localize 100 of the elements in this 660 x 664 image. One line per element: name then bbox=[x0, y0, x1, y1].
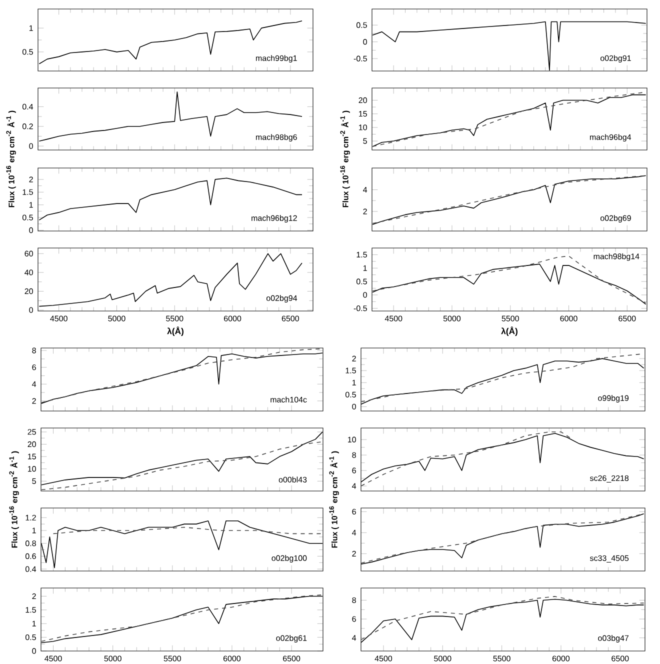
y-tick-label: 0.5 bbox=[356, 22, 367, 28]
y-tick-label: 10 bbox=[348, 436, 356, 442]
y-tick-label: 0 bbox=[29, 307, 33, 313]
y-tick-label: 4 bbox=[352, 635, 356, 641]
y-tick-label: 2 bbox=[352, 356, 356, 362]
y-tick-label: 4 bbox=[352, 530, 356, 536]
y-tick-label: 1 bbox=[352, 380, 356, 386]
y-tick-label: -0.5 bbox=[354, 56, 367, 62]
y-tick-label: 5 bbox=[32, 478, 36, 484]
y-tick-label: 25 bbox=[28, 429, 36, 435]
y-tick-label: 0.5 bbox=[22, 49, 33, 55]
x-tick-label: 5500 bbox=[164, 656, 181, 662]
annotation: o02bg91 bbox=[600, 55, 631, 63]
y-tick-label: 0 bbox=[32, 648, 36, 654]
y-axis-title: Flux ( 10$^{-16}$ erg cm$^{-2}$ Å$^{-1}$ ) bbox=[9, 451, 19, 548]
y-tick-label: 2 bbox=[29, 176, 33, 182]
y-tick-label: 8 bbox=[352, 597, 356, 604]
x-tick-label: 6000 bbox=[552, 656, 570, 662]
x-tick-label: 6500 bbox=[282, 316, 300, 322]
annotation: o03bg47 bbox=[598, 635, 629, 642]
y-tick-label: 0 bbox=[29, 143, 33, 149]
y-tick-label: 0.6 bbox=[25, 553, 36, 560]
annotation: o02bg100 bbox=[272, 555, 307, 562]
x-tick-label: 5500 bbox=[502, 316, 519, 322]
y-tick-label: 0 bbox=[352, 404, 356, 410]
annotation: mach98bg14 bbox=[594, 253, 640, 261]
y-tick-label: 4 bbox=[363, 186, 368, 192]
y-tick-label: 5 bbox=[363, 138, 367, 144]
y-tick-label: 15 bbox=[358, 111, 367, 117]
y-tick-label: 1.5 bbox=[346, 368, 356, 374]
x-tick-label: 6000 bbox=[560, 316, 578, 322]
annotation: o00bl43 bbox=[278, 476, 307, 483]
y-tick-label: 8 bbox=[352, 452, 356, 458]
y-tick-label: 60 bbox=[24, 250, 33, 256]
y-tick-label: 1.5 bbox=[26, 607, 36, 613]
y-tick-label: 20 bbox=[358, 97, 367, 104]
y-tick-label: 2 bbox=[363, 208, 367, 214]
y-tick-label: 15 bbox=[28, 454, 36, 460]
y-tick-label: 6 bbox=[352, 616, 356, 622]
annotation: o02bg69 bbox=[600, 215, 631, 222]
y-tick-label: 1 bbox=[29, 202, 33, 208]
y-axis-title: Flux ( 10$^{-16}$ erg cm$^{-2}$ Å$^{-1}$ ) bbox=[329, 451, 339, 548]
y-tick-label: 6 bbox=[352, 468, 356, 474]
y-tick-label: 0 bbox=[363, 292, 367, 298]
x-tick-label: 4500 bbox=[44, 656, 62, 662]
annotation: mach98bg6 bbox=[256, 134, 297, 142]
y-tick-label: 1 bbox=[363, 265, 367, 271]
y-axis-title: Flux ( 10$^{-16}$ erg cm$^{-2}$ Å$^{-1}$ ) bbox=[340, 110, 350, 208]
annotation: mach96bg12 bbox=[252, 215, 297, 222]
y-tick-label: 1.5 bbox=[356, 252, 367, 258]
y-tick-label: 0.8 bbox=[25, 540, 36, 546]
x-tick-label: 5000 bbox=[108, 316, 126, 322]
y-axis-title: Flux ( 10$^{-16}$ erg cm$^{-2}$ Å$^{-1}$ ) bbox=[6, 110, 16, 208]
y-tick-label: 8 bbox=[32, 348, 36, 354]
y-tick-label: 20 bbox=[28, 441, 36, 448]
y-tick-label: 1 bbox=[32, 528, 36, 534]
annotation: sc26_2218 bbox=[590, 475, 629, 483]
annotation: o99bg19 bbox=[598, 395, 629, 402]
y-tick-label: 0 bbox=[363, 39, 367, 45]
y-tick-label: 0.4 bbox=[25, 566, 36, 572]
y-tick-label: 20 bbox=[24, 288, 33, 294]
y-tick-label: 10 bbox=[28, 466, 36, 472]
annotation: o02bg61 bbox=[276, 635, 307, 642]
x-tick-label: 6500 bbox=[612, 656, 629, 662]
x-tick-label: 6000 bbox=[224, 316, 242, 322]
y-tick-label: 40 bbox=[24, 270, 33, 276]
y-tick-label: 10 bbox=[358, 124, 367, 130]
x-tick-label: 4500 bbox=[50, 316, 68, 322]
x-tick-label: 5000 bbox=[443, 316, 461, 322]
annotation: o02bg94 bbox=[266, 295, 298, 302]
annotation: sc33_4505 bbox=[590, 555, 629, 563]
x-tick-label: 5500 bbox=[493, 656, 510, 662]
y-tick-label: 4 bbox=[352, 483, 356, 489]
y-tick-label: 6 bbox=[32, 364, 36, 370]
y-tick-label: 0.5 bbox=[345, 392, 356, 398]
y-tick-label: 0.4 bbox=[22, 104, 34, 110]
y-tick-label: 0.2 bbox=[22, 124, 33, 130]
y-tick-label: 0 bbox=[29, 227, 33, 234]
y-tick-label: 4 bbox=[32, 381, 36, 387]
x-tick-label: 5500 bbox=[166, 316, 184, 322]
y-tick-label: 1.5 bbox=[22, 189, 33, 195]
y-tick-label: 2 bbox=[352, 550, 356, 556]
y-tick-label: 0.5 bbox=[356, 278, 367, 284]
y-tick-label: 2 bbox=[32, 593, 36, 600]
y-tick-label: 0.5 bbox=[22, 214, 33, 220]
annotation: mach99bg1 bbox=[256, 55, 297, 63]
y-tick-label: 6 bbox=[352, 508, 356, 515]
y-tick-label: -0.5 bbox=[354, 305, 367, 312]
x-tick-label: 5000 bbox=[104, 656, 122, 662]
x-tick-label: 4500 bbox=[384, 316, 402, 322]
y-tick-label: 2 bbox=[32, 398, 36, 404]
x-tick-label: 5000 bbox=[434, 656, 452, 662]
x-axis-title: λ(Å) bbox=[167, 326, 184, 336]
x-tick-label: 6000 bbox=[223, 656, 241, 662]
y-tick-label: 1 bbox=[29, 25, 33, 31]
annotation: mach104c bbox=[270, 396, 307, 403]
y-tick-label: 1 bbox=[32, 620, 36, 626]
x-axis-title: λ(Å) bbox=[501, 326, 518, 336]
x-tick-label: 6500 bbox=[283, 656, 300, 662]
x-tick-label: 4500 bbox=[374, 656, 392, 662]
